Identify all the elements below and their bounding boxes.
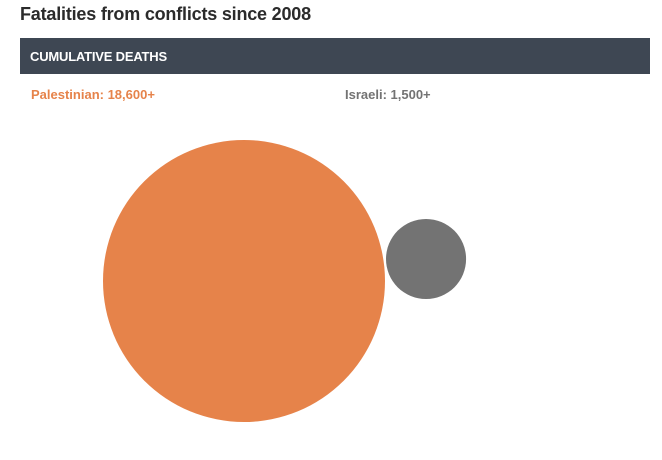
chart-title: Fatalities from conflicts since 2008	[20, 4, 311, 24]
section-header: CUMULATIVE DEATHS	[20, 38, 650, 74]
legend-palestinian: Palestinian: 18,600+	[31, 87, 155, 102]
bubble-israeli	[386, 218, 467, 300]
bubble-palestinian	[103, 140, 385, 422]
section-header-label: CUMULATIVE DEATHS	[30, 49, 167, 64]
legend-israeli: Israeli: 1,500+	[345, 87, 431, 102]
